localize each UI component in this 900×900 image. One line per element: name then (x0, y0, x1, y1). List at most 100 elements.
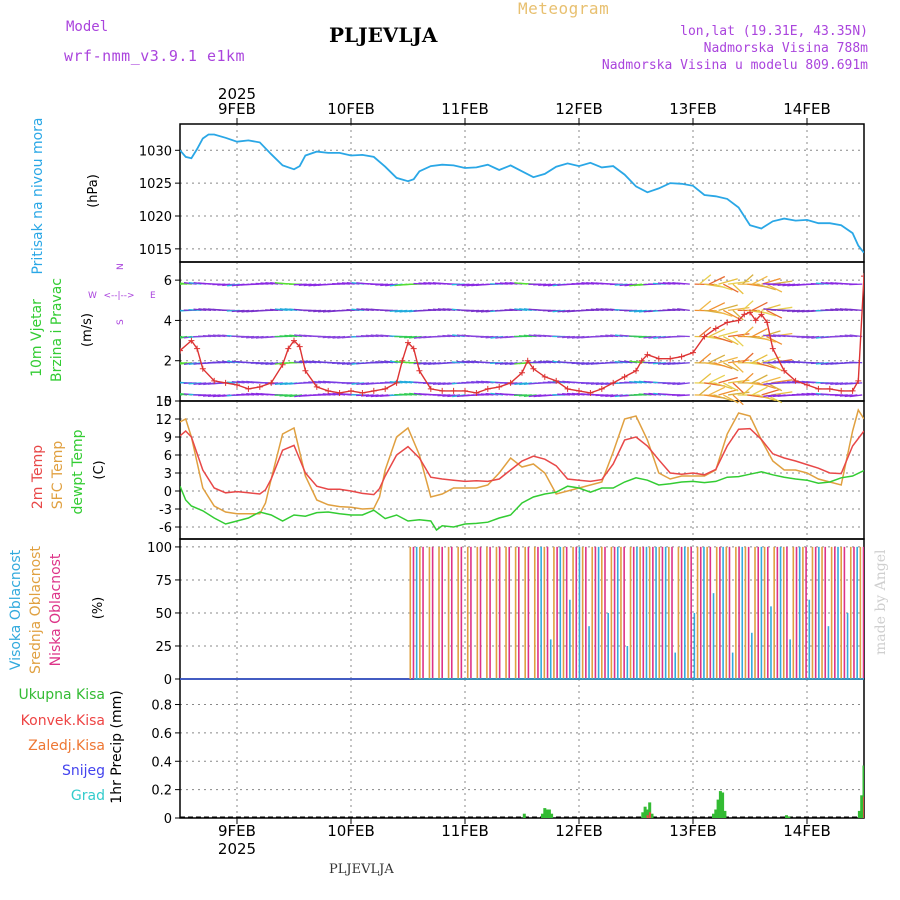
wind-speed-marker (405, 339, 411, 346)
y-tick-label: 1020 (139, 210, 172, 225)
x-tick-label-bottom: 10FEB (327, 822, 374, 840)
wind-barb (590, 382, 604, 385)
x-tick-label-bottom: 14FEB (783, 822, 830, 840)
wind-barb (806, 335, 820, 339)
y-tick-label: 75 (155, 574, 172, 589)
wind-speed-marker (519, 369, 525, 376)
wind-speed-marker (764, 319, 771, 326)
wind-barb (718, 356, 738, 364)
wind-speed-marker (752, 317, 759, 324)
wind-speed-marker (758, 311, 765, 318)
wind-speed-marker (701, 333, 708, 340)
wind-speed-marker (439, 387, 446, 394)
wind-barb (742, 274, 754, 285)
pressure-unit-label: (hPa) (86, 174, 101, 208)
precip-bar-total (543, 808, 547, 818)
wind-barb (751, 301, 768, 311)
wind-barb (677, 382, 690, 386)
wind-speed-marker (838, 387, 845, 394)
wind-barb (698, 384, 712, 396)
wind-speed-marker (211, 377, 218, 384)
precip-bar-total (718, 791, 722, 818)
wind-barb (708, 328, 726, 338)
wind-barb (756, 394, 776, 402)
wind-barb (761, 388, 781, 396)
precip-bar-total (714, 809, 718, 818)
model-name: wrf-nmm_v3.9.1 e1km (64, 47, 246, 65)
wind-speed-marker (325, 387, 332, 394)
precip-bar-total (547, 809, 551, 818)
wind-barb (676, 335, 690, 338)
wind-speed-marker (741, 311, 748, 318)
wind-barb (751, 386, 768, 396)
precip-bar-total (723, 810, 727, 818)
y-tick-label: 1015 (139, 243, 172, 258)
wind-barb (708, 354, 726, 364)
wind-speed-marker (644, 351, 651, 358)
wind-speed-marker (393, 379, 400, 386)
x-tick-label-top: 11FEB (441, 100, 488, 118)
station-title: PLJEVLJA (329, 23, 438, 47)
x-tick-label-bottom: 11FEB (441, 822, 488, 840)
pressure-axis-label: Pritisak na nivou mora (30, 117, 46, 274)
elevation-label: Nadmorska Visina 788m (703, 41, 868, 56)
wind-speed-marker (769, 345, 776, 352)
precip-bar-total (545, 809, 549, 818)
x-tick-label-top: 12FEB (555, 100, 602, 118)
wind-barb (751, 374, 768, 384)
precip-unit-label: 1hr Precip (mm) (109, 690, 125, 803)
y-tick-label: 25 (155, 640, 172, 655)
wind-speed-marker (256, 383, 263, 390)
wind-speed-marker (621, 373, 628, 380)
wind-speed-marker (450, 387, 457, 394)
wind-barb (605, 394, 619, 398)
wind-speed-marker (462, 387, 468, 394)
precip-bars (180, 765, 864, 818)
wind-barb (849, 308, 863, 311)
wind-barb (751, 354, 768, 364)
precip-bar-total (650, 813, 654, 818)
compass-s: S (116, 319, 126, 325)
wind-speed-marker (849, 387, 856, 394)
wind-barb (763, 394, 777, 397)
wind-speed-marker (524, 357, 531, 364)
wind-barb (698, 326, 712, 338)
wind-barb (732, 336, 744, 347)
wind-barb (732, 309, 744, 321)
sfc-temp-axis-label: SFC Temp (50, 441, 66, 510)
wind-barb (849, 361, 863, 364)
footer-station: PLJEVLJA (329, 862, 394, 877)
precip-bar-total (643, 806, 647, 818)
wind-speed-marker (638, 357, 645, 364)
x-tick-label-bottom: 12FEB (555, 822, 602, 840)
wind-speed-marker (804, 381, 810, 388)
y-tick-label: 0.4 (151, 755, 172, 770)
wind-barb (723, 335, 739, 346)
wind-unit-label: (m/s) (80, 313, 95, 347)
wind-speed-marker (855, 377, 862, 384)
wind-speed-marker (792, 377, 799, 384)
dewpt-axis-label: dewpt Temp (70, 429, 86, 514)
temp-2m-line (180, 427, 864, 496)
temp-2m-axis-label: 2m Temp (30, 445, 46, 509)
compass-e: E (150, 291, 156, 301)
x-tick-label-top: 13FEB (669, 100, 716, 118)
wind-speed-marker (564, 385, 571, 392)
y-tick-label: 6 (164, 274, 172, 289)
wind-speed-marker (598, 385, 605, 392)
precip-bar-convective (863, 796, 864, 818)
wind-speed-marker (194, 345, 201, 352)
wind-barb (723, 394, 739, 404)
y-tick-label: 0 (164, 395, 172, 410)
wind-barb (708, 275, 726, 285)
precip-bar-total (541, 813, 544, 818)
cloud-bars (180, 546, 864, 680)
wind-barb (713, 309, 733, 317)
wind-barb (766, 309, 783, 319)
wind-speed-marker (416, 367, 423, 374)
wind-barb (289, 334, 303, 338)
wind-speed-marker (245, 385, 252, 392)
wind-speed-marker (678, 353, 685, 360)
y-tick-label: 15 (155, 395, 172, 410)
